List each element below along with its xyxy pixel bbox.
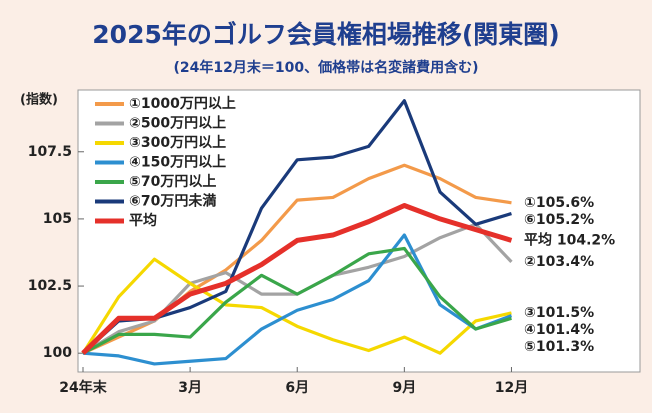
y-tick-label: 100	[43, 345, 72, 361]
x-tick-label: 6月	[285, 380, 309, 396]
y-tick-label: 102.5	[28, 278, 72, 294]
legend-label: ③300万円以上	[129, 135, 226, 151]
legend-label: 平均	[129, 212, 157, 229]
x-tick-label: 12月	[495, 380, 528, 396]
x-tick-label: 24年末	[59, 379, 107, 396]
series-line	[82, 233, 513, 366]
legend-label: ⑥70万円未満	[129, 193, 216, 210]
legend-label: ②500万円以上	[129, 116, 226, 132]
end-label: ⑤101.3%	[524, 339, 594, 355]
series-line	[82, 246, 512, 355]
end-label: ②103.4%	[524, 254, 594, 270]
legend-label: ①1000万円以上	[129, 96, 236, 112]
end-label: ⑥105.2%	[524, 212, 594, 228]
chart-title: 2025年のゴルフ会員権相場推移(関東圏)	[92, 20, 559, 49]
x-tick-label: 3月	[178, 380, 202, 396]
end-label: ①105.6%	[524, 195, 594, 211]
series-line	[81, 202, 513, 355]
legend-label: ④150万円以上	[129, 155, 226, 171]
y-axis-label: (指数)	[20, 92, 58, 108]
plot-area	[77, 89, 641, 373]
y-tick-label: 105	[43, 211, 72, 227]
end-label: ④101.4%	[524, 322, 594, 338]
y-tick-label: 107.5	[28, 144, 72, 160]
x-tick-label: 9月	[392, 380, 416, 396]
end-label: ③101.5%	[524, 305, 594, 321]
end-label: 平均 104.2%	[524, 231, 615, 248]
legend-label: ⑤70万円以上	[129, 174, 216, 190]
series-line	[81, 257, 512, 355]
chart-subtitle: (24年12月末＝100、価格帯は名変諸費用含む)	[174, 59, 479, 76]
